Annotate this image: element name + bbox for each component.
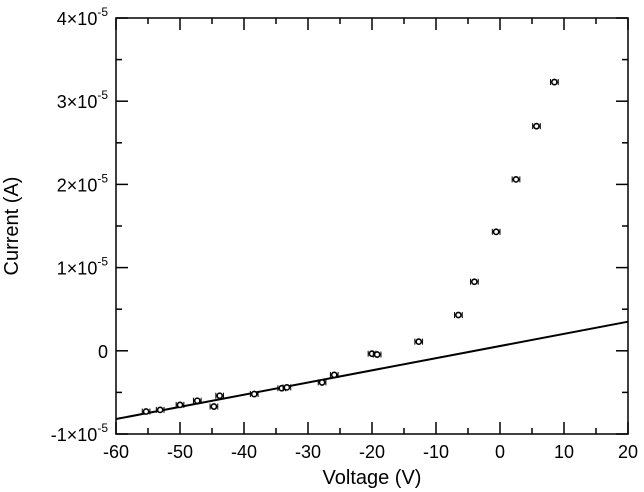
data-point bbox=[329, 371, 339, 379]
data-point bbox=[175, 401, 185, 409]
point-marker bbox=[176, 401, 184, 409]
x-axis-title: Voltage (V) bbox=[323, 467, 422, 489]
plot-frame bbox=[115, 17, 629, 435]
point-marker bbox=[250, 390, 258, 398]
point-marker bbox=[142, 408, 150, 415]
point-marker bbox=[470, 278, 478, 286]
x-tick-label: -50 bbox=[167, 442, 193, 462]
data-point bbox=[491, 228, 501, 236]
y-tick-label: 0 bbox=[98, 342, 108, 362]
data-point bbox=[470, 278, 479, 286]
y-tick-label: 3×10-5 bbox=[57, 88, 109, 112]
data-point bbox=[454, 311, 463, 319]
point-marker bbox=[533, 122, 540, 130]
point-marker bbox=[551, 78, 558, 86]
x-tick-label: -60 bbox=[103, 442, 129, 462]
data-point bbox=[209, 403, 219, 410]
data-point bbox=[372, 351, 382, 358]
data-point bbox=[511, 176, 521, 183]
point-marker bbox=[156, 406, 164, 414]
data-point bbox=[282, 384, 292, 391]
x-tick-label: 0 bbox=[495, 442, 505, 462]
fit-line bbox=[115, 320, 629, 421]
data-point bbox=[532, 122, 541, 130]
data-point bbox=[249, 390, 259, 398]
point-marker bbox=[492, 228, 500, 236]
y-tick-label: -1×10-5 bbox=[51, 421, 109, 445]
data-point bbox=[192, 397, 202, 405]
data-point bbox=[155, 406, 165, 414]
point-marker bbox=[454, 311, 462, 319]
point-marker bbox=[283, 384, 291, 391]
data-point bbox=[317, 379, 327, 386]
y-axis-title: Current (A) bbox=[1, 177, 23, 276]
x-tick-label: -20 bbox=[359, 442, 385, 462]
point-marker bbox=[318, 379, 326, 386]
y-tick-label: 1×10-5 bbox=[57, 255, 109, 279]
data-point bbox=[215, 392, 225, 400]
point-marker bbox=[193, 397, 201, 405]
x-tick-label: -10 bbox=[423, 442, 449, 462]
x-tick-label: -40 bbox=[231, 442, 257, 462]
fit-line-layer bbox=[115, 320, 629, 421]
y-tick-label: 2×10-5 bbox=[57, 171, 109, 195]
axis-ticks: -60 -50 -40 -30 -20 -10 0 10 20 -1×10-5 0 1×10-5 2×1… bbox=[51, 5, 638, 462]
data-point bbox=[141, 408, 151, 415]
point-marker bbox=[330, 371, 338, 379]
data-point bbox=[550, 78, 559, 86]
point-marker bbox=[415, 338, 423, 346]
point-marker bbox=[278, 384, 286, 392]
point-marker bbox=[373, 351, 381, 358]
x-tick-label: -30 bbox=[295, 442, 321, 462]
point-marker bbox=[216, 392, 224, 400]
point-marker bbox=[210, 403, 218, 410]
x-tick-label: 20 bbox=[618, 442, 638, 462]
y-tick-label: 4×10-5 bbox=[57, 5, 109, 29]
data-points-layer bbox=[141, 78, 559, 415]
point-marker bbox=[512, 176, 520, 183]
x-tick-label: 10 bbox=[554, 442, 574, 462]
data-point bbox=[414, 338, 424, 346]
point-marker bbox=[368, 350, 376, 358]
